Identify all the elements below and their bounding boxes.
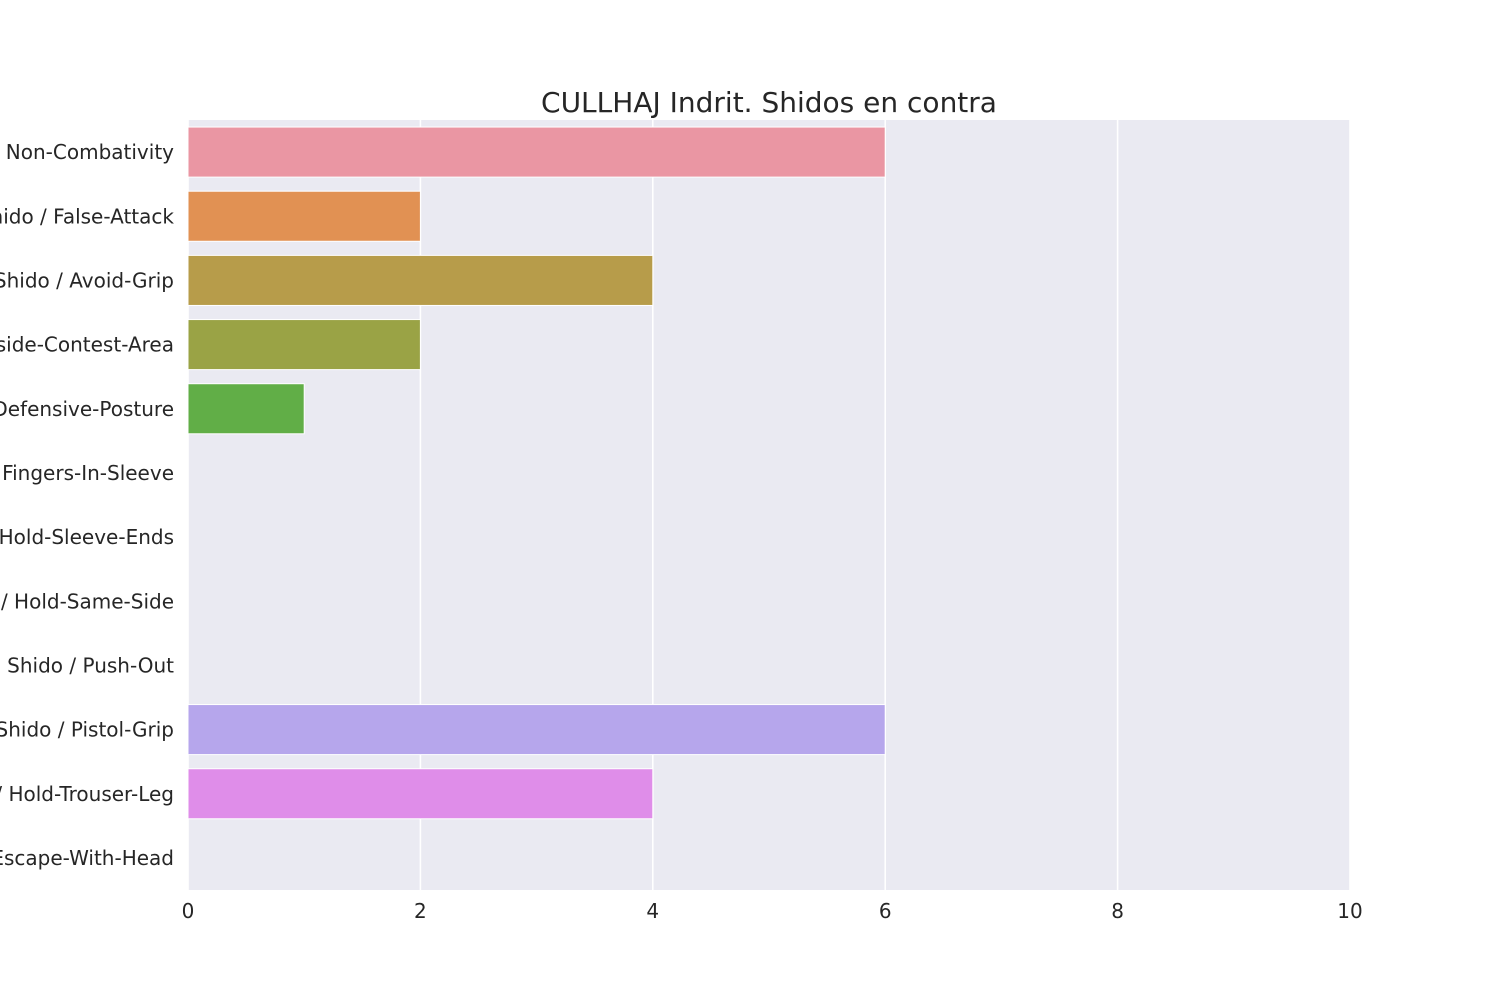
bar-shido-defensive-posture	[187, 383, 305, 435]
y-category-label: Shido / Hold-Same-Side	[0, 589, 174, 613]
x-tick-label: 6	[879, 899, 892, 923]
y-category-label: Shido / Pistol-Grip	[0, 718, 174, 742]
x-tick-label: 4	[646, 899, 659, 923]
y-category-label: Shido / Hold-Trouser-Leg	[0, 782, 174, 806]
bar-shido-avoid-grip	[187, 254, 654, 306]
bar-shido-false-attack	[187, 190, 421, 242]
bar-shido-non-combativity	[187, 126, 886, 178]
x-axis-ticks: 0 2 4 6 8 10	[182, 899, 1363, 923]
y-category-label: Shido / False-Attack	[0, 204, 174, 228]
y-category-label: Shido / Non-Combativity	[0, 140, 174, 164]
y-category-label: Shido / Avoid-Grip	[0, 268, 174, 292]
y-category-label: Shido / Push-Out	[7, 653, 174, 677]
chart-title: CULLHAJ Indrit. Shidos en contra	[541, 86, 997, 119]
bars	[187, 126, 886, 820]
x-tick-label: 10	[1337, 899, 1362, 923]
bar-shido-hold-trouser-leg	[187, 768, 654, 820]
y-axis-categories: Shido / Non-Combativity Shido / False-Att…	[0, 140, 174, 870]
bar-shido-pistol-grip	[187, 704, 886, 756]
x-tick-label: 0	[182, 899, 195, 923]
y-category-label: Shido / Escape-With-Head	[0, 846, 174, 870]
y-category-label: Shido / Fingers-In-Sleeve	[0, 461, 174, 485]
x-tick-label: 2	[414, 899, 427, 923]
grid-lines	[187, 120, 1351, 890]
bar-shido-outside-contest-area	[187, 319, 421, 371]
x-tick-label: 8	[1111, 899, 1124, 923]
y-category-label: Shido / Hold-Sleeve-Ends	[0, 525, 174, 549]
plot-area	[188, 120, 1350, 890]
y-category-label: Shido / Defensive-Posture	[0, 397, 174, 421]
y-category-label: Shido / Outside-Contest-Area	[0, 333, 174, 357]
